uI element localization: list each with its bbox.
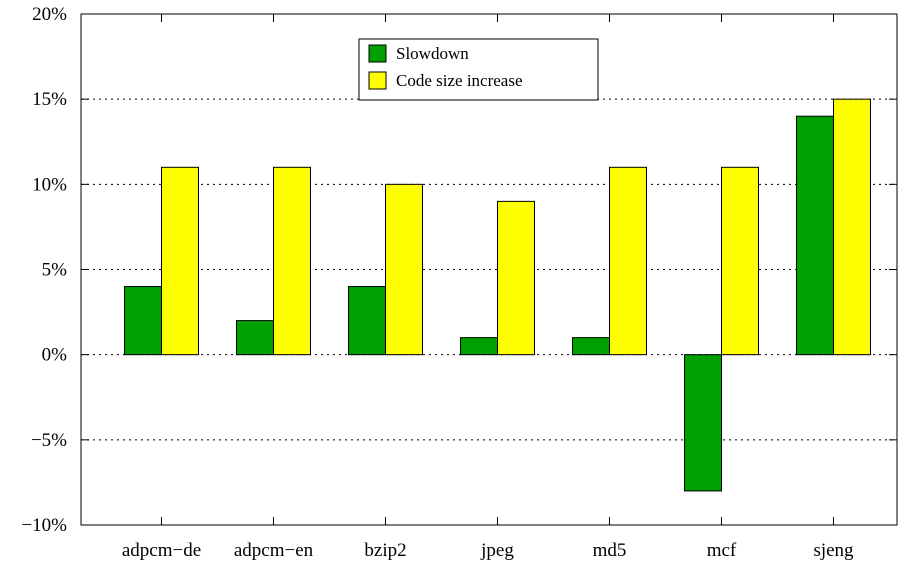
gridlines (81, 98, 897, 441)
bar-code-size-increase (273, 166, 311, 356)
bars (124, 98, 871, 492)
y-tick-label: 15% (32, 89, 67, 110)
y-tick-label: 20% (32, 4, 67, 25)
bar-code-size-increase (497, 200, 535, 356)
bar-code-size-increase (161, 166, 199, 356)
y-tick-label: 0% (42, 345, 68, 366)
y-tick-label: 10% (32, 174, 67, 195)
bar-slowdown (796, 115, 834, 356)
x-tick-label: adpcm−de (122, 540, 201, 561)
bar-slowdown (124, 286, 162, 356)
legend-swatch (368, 44, 387, 63)
bar-slowdown (460, 337, 498, 356)
legend-label: Code size increase (396, 71, 523, 90)
bar-code-size-increase (609, 166, 647, 356)
x-tick-label: mcf (707, 540, 737, 561)
bar-code-size-increase (385, 183, 423, 356)
x-axis: adpcm−de adpcm−en bzip2 jpeg md5 mcf sjeng (122, 14, 854, 561)
x-tick-label: jpeg (480, 540, 514, 561)
x-tick-label: bzip2 (364, 540, 406, 561)
legend-label: Slowdown (396, 44, 469, 63)
legend-swatch (368, 71, 387, 90)
y-tick-label: −10% (21, 515, 67, 536)
x-tick-label: md5 (593, 540, 627, 561)
bar-slowdown (236, 320, 274, 356)
x-tick-label: sjeng (813, 540, 854, 561)
bar-code-size-increase (833, 98, 871, 356)
legend: Slowdown Code size increase (358, 38, 599, 101)
y-tick-label: −5% (31, 430, 67, 451)
bar-slowdown (348, 286, 386, 356)
legend-box (358, 38, 599, 101)
x-tick-label: adpcm−en (234, 540, 314, 561)
bar-slowdown (684, 354, 722, 492)
y-tick-label: 5% (42, 260, 68, 281)
y-axis: −10% −5% 0% 5% 10% 15% 20% (21, 4, 897, 536)
bar-code-size-increase (721, 166, 759, 356)
bar-slowdown (572, 337, 610, 356)
